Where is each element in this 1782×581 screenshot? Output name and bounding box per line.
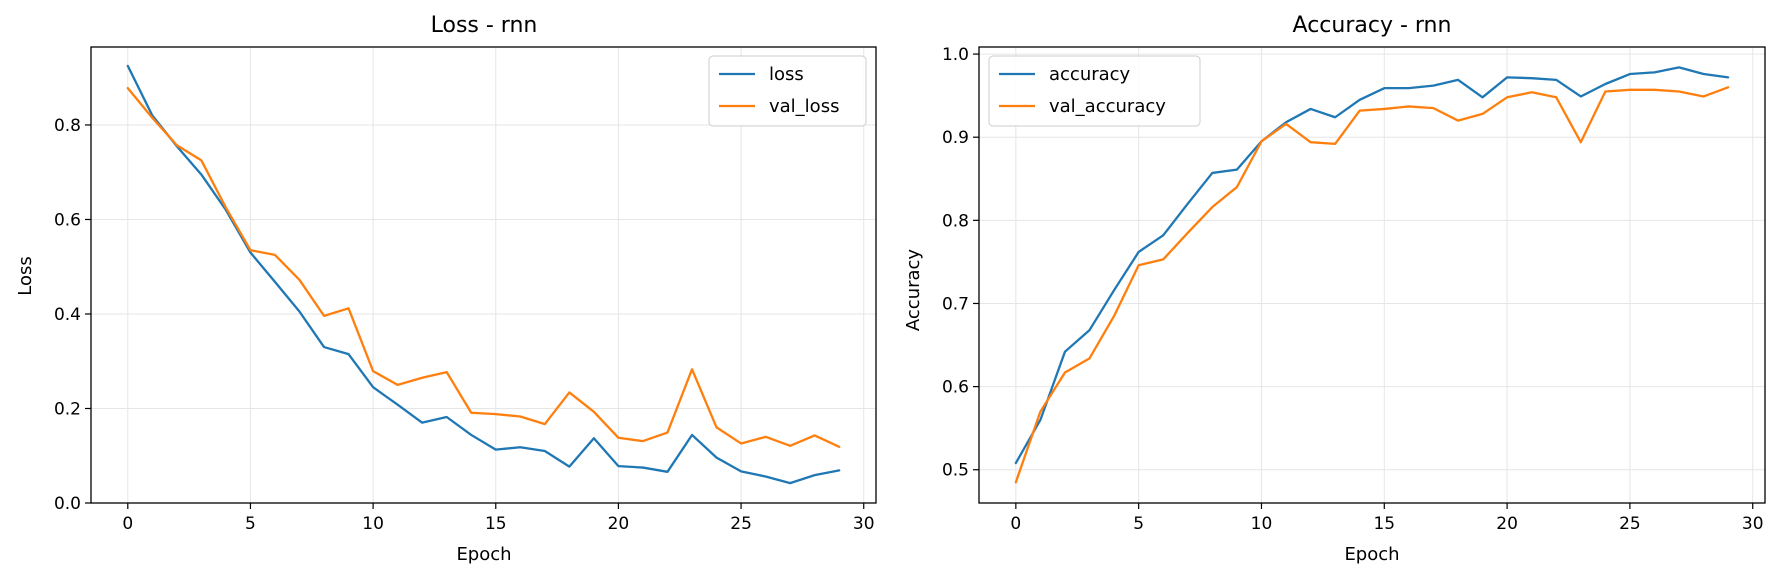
y-tick-label: 1.0 — [942, 45, 969, 65]
series-line-loss — [126, 64, 841, 485]
x-tick-label: 0 — [122, 514, 133, 534]
chart-title: Accuracy - rnn — [1293, 13, 1452, 38]
x-tick-label: 25 — [1619, 514, 1641, 534]
legend-box — [988, 55, 1201, 127]
y-axis-label: Accuracy — [903, 249, 924, 332]
plot-frame — [90, 46, 877, 504]
grid — [979, 47, 1765, 503]
legend: loss val_loss — [708, 55, 867, 127]
legend-label: val_loss — [769, 96, 839, 117]
y-tick-label: 0.8 — [54, 116, 81, 136]
y-tick-label: 0.7 — [942, 294, 969, 314]
y-tick-label: 0.5 — [942, 461, 969, 481]
plot-frame — [978, 46, 1766, 504]
x-tick-label: 0 — [1010, 514, 1021, 534]
x-tick-label: 10 — [362, 514, 384, 534]
legend-label: loss — [769, 64, 804, 85]
x-tick-label: 20 — [1496, 514, 1518, 534]
y-tick-label: 0.9 — [942, 128, 969, 148]
axis-ticks: 0 5 10 15 20 25 30 0.0 0.2 0.4 0.6 0.8 — [54, 116, 875, 534]
legend-label: val_accuracy — [1049, 96, 1166, 117]
x-tick-label: 30 — [1742, 514, 1764, 534]
series-line-accuracy — [1014, 66, 1730, 465]
y-tick-label: 0.8 — [942, 211, 969, 231]
x-tick-label: 10 — [1251, 514, 1273, 534]
x-axis-label: Epoch — [456, 544, 511, 565]
y-tick-label: 0.6 — [54, 210, 81, 230]
series-line-val_loss — [126, 86, 841, 448]
x-tick-label: 25 — [730, 514, 752, 534]
y-tick-label: 0.6 — [942, 378, 969, 398]
y-tick-label: 0.4 — [54, 305, 81, 325]
x-tick-label: 5 — [1133, 514, 1144, 534]
y-tick-label: 0.0 — [54, 494, 81, 514]
y-axis-label: Loss — [15, 256, 36, 295]
series-group — [1014, 66, 1730, 484]
x-tick-label: 20 — [608, 514, 630, 534]
x-tick-label: 15 — [485, 514, 507, 534]
legend: accuracy val_accuracy — [988, 55, 1201, 127]
axis-ticks: 0 5 10 15 20 25 30 0.5 0.6 0.7 0.8 0.9 1.0 — [942, 45, 1764, 534]
x-axis-label: Epoch — [1344, 544, 1399, 565]
x-tick-label: 5 — [245, 514, 256, 534]
x-tick-label: 15 — [1373, 514, 1395, 534]
series-group — [126, 64, 841, 485]
x-tick-label: 30 — [853, 514, 875, 534]
chart-accuracy: Accuracy - rnn Epoch Accuracy 0 5 10 15 20 25… — [903, 13, 1766, 565]
chart-loss: Loss - rnn Epoch Loss 0 5 10 15 20 25 30 0.0 0.2… — [15, 13, 877, 565]
legend-label: accuracy — [1049, 64, 1131, 85]
series-line-val_accuracy — [1014, 86, 1730, 484]
chart-title: Loss - rnn — [431, 13, 538, 38]
y-tick-label: 0.2 — [54, 399, 81, 419]
